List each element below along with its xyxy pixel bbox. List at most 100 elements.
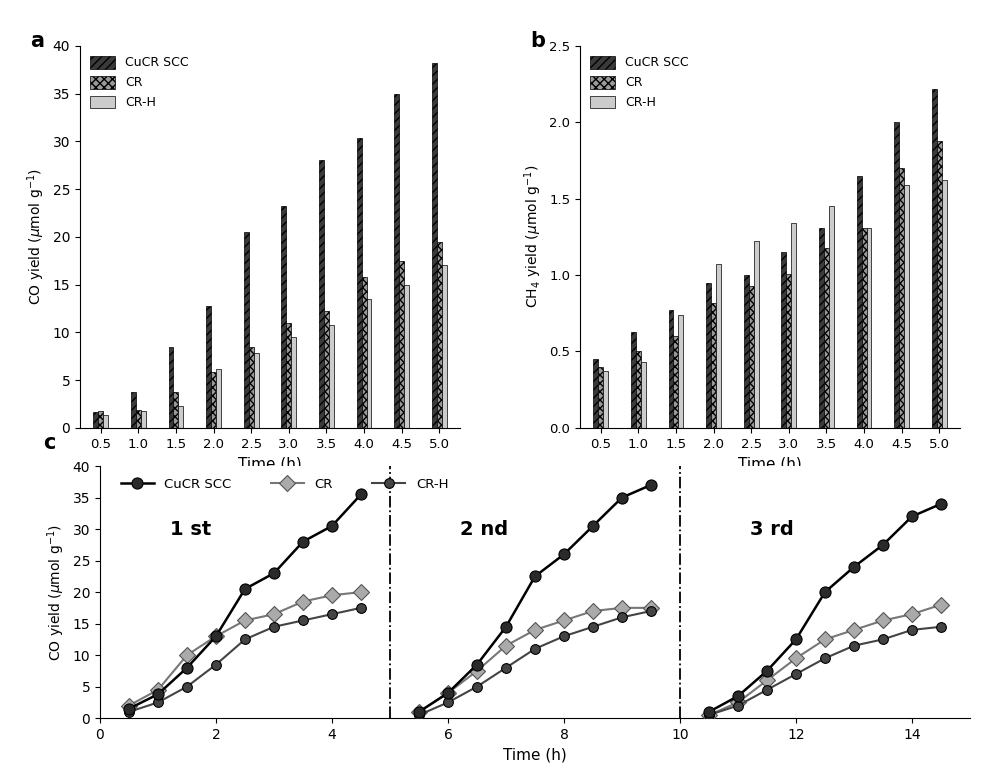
Bar [367, 299, 371, 428]
CuCR SCC [152, 690, 164, 699]
CuCR SCC [297, 537, 309, 546]
Bar [286, 322, 291, 428]
CR [181, 650, 193, 659]
Legend: CuCR SCC, CR, CR-H: CuCR SCC, CR, CR-H [115, 473, 454, 496]
CR [326, 591, 338, 600]
CR [210, 632, 222, 641]
CR-H [297, 616, 309, 625]
Bar [904, 185, 909, 428]
Bar [754, 241, 759, 428]
Bar [291, 337, 296, 428]
Line: CR: CR [123, 587, 367, 711]
Bar [942, 180, 947, 428]
Bar [281, 206, 286, 428]
Bar [744, 275, 749, 428]
Bar [324, 312, 329, 428]
Bar [678, 315, 683, 428]
Text: 1 st: 1 st [170, 520, 211, 539]
Bar [93, 412, 98, 428]
Bar [249, 347, 254, 428]
Bar [641, 362, 646, 428]
Bar [437, 241, 442, 428]
Bar [136, 410, 141, 428]
CR [355, 588, 367, 597]
Bar [362, 277, 367, 428]
Bar [178, 406, 183, 428]
Bar [442, 265, 447, 428]
Y-axis label: CO yield ($\mu$mol g$^{-1}$): CO yield ($\mu$mol g$^{-1}$) [45, 523, 67, 661]
Bar [791, 223, 796, 428]
Bar [244, 232, 249, 428]
X-axis label: Time (h): Time (h) [238, 456, 302, 471]
CR-H [123, 707, 135, 717]
Text: b: b [531, 31, 546, 50]
CuCR SCC [123, 704, 135, 714]
Bar [894, 122, 899, 428]
Line: CuCR SCC: CuCR SCC [123, 489, 367, 714]
Bar [394, 93, 399, 428]
X-axis label: Time (h): Time (h) [738, 456, 802, 471]
CR [268, 610, 280, 619]
CR-H [355, 604, 367, 613]
CR-H [181, 682, 193, 691]
Legend: CuCR SCC, CR, CR-H: CuCR SCC, CR, CR-H [86, 52, 192, 113]
Bar [206, 306, 211, 428]
CuCR SCC [210, 632, 222, 641]
Bar [706, 283, 711, 428]
Bar [673, 336, 678, 428]
Bar [631, 332, 636, 428]
Bar [819, 228, 824, 428]
CR [152, 685, 164, 694]
Bar [329, 325, 334, 428]
Bar [937, 141, 942, 428]
Legend: CuCR SCC, CR, CR-H: CuCR SCC, CR, CR-H [586, 52, 692, 113]
CR-H [152, 698, 164, 707]
Text: a: a [31, 31, 45, 50]
Bar [399, 261, 404, 428]
Bar [357, 138, 362, 428]
Bar [824, 248, 829, 428]
Bar [173, 391, 178, 428]
Bar [103, 416, 108, 428]
Bar [749, 286, 754, 428]
CuCR SCC [239, 584, 251, 594]
Bar [829, 206, 834, 428]
CuCR SCC [268, 568, 280, 578]
Bar [141, 410, 146, 428]
Y-axis label: CH$_4$ yield ($\mu$mol g$^{-1}$): CH$_4$ yield ($\mu$mol g$^{-1}$) [522, 165, 544, 309]
Bar [786, 274, 791, 428]
Bar [603, 371, 608, 428]
Bar [319, 160, 324, 428]
CR [297, 597, 309, 606]
CuCR SCC [326, 521, 338, 530]
Bar [867, 228, 871, 428]
Bar [636, 351, 641, 428]
Bar [131, 391, 136, 428]
Y-axis label: CO yield ($\mu$mol g$^{-1}$): CO yield ($\mu$mol g$^{-1}$) [25, 168, 47, 306]
X-axis label: Time (h): Time (h) [503, 747, 567, 762]
Bar [432, 63, 437, 428]
CuCR SCC [355, 490, 367, 499]
Bar [216, 368, 221, 428]
CR [239, 616, 251, 625]
CR-H [326, 610, 338, 619]
Bar [169, 347, 173, 428]
CR-H [268, 622, 280, 631]
Bar [669, 310, 673, 428]
Bar [862, 228, 867, 428]
Bar [98, 410, 103, 428]
Text: 2 nd: 2 nd [460, 520, 508, 539]
CR-H [210, 660, 222, 669]
CuCR SCC [181, 663, 193, 672]
CR [123, 701, 135, 711]
Bar [716, 264, 721, 428]
Text: 3 rd: 3 rd [750, 520, 793, 539]
Bar [857, 176, 862, 428]
Bar [211, 372, 216, 428]
Bar [593, 359, 598, 428]
Bar [781, 252, 786, 428]
Bar [598, 367, 603, 428]
Bar [932, 89, 937, 428]
Line: CR-H: CR-H [124, 603, 366, 717]
CR-H [239, 635, 251, 644]
